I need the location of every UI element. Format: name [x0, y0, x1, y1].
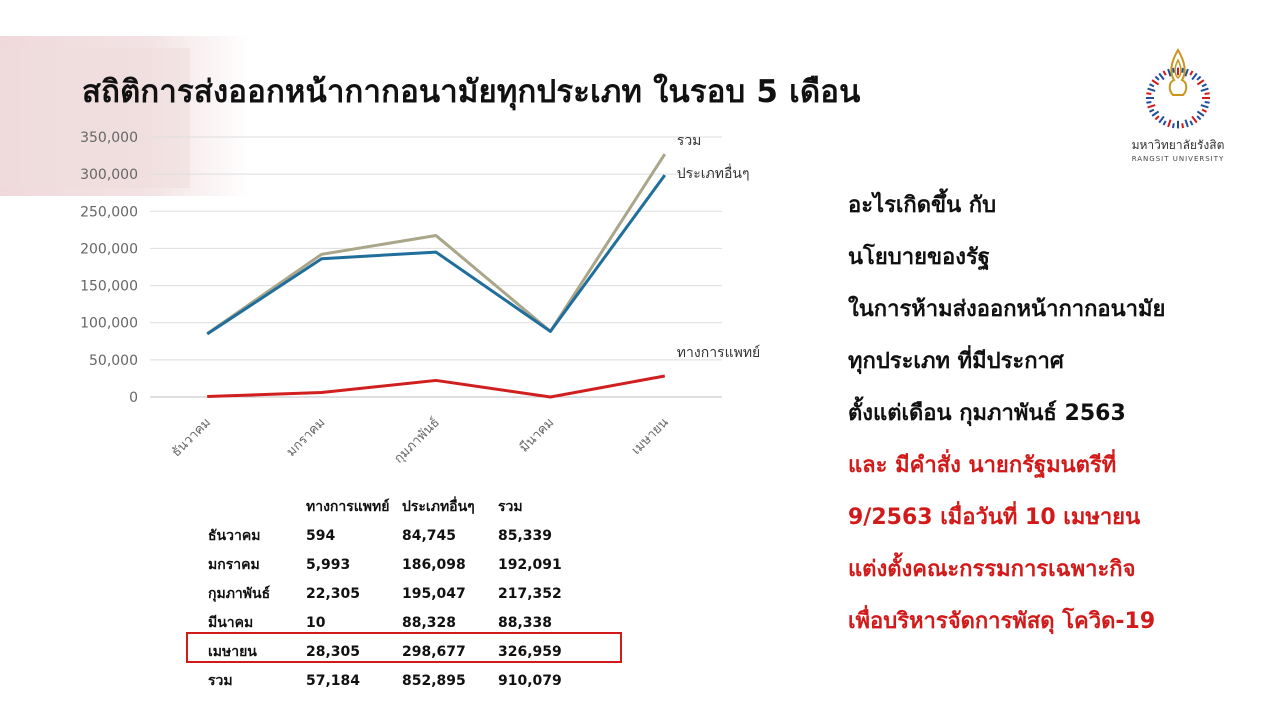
table-cell: 5,993	[306, 556, 351, 573]
table-cell: 84,745	[402, 527, 457, 544]
y-tick-label: 150,000	[80, 279, 138, 295]
table-cell: 28,305	[306, 643, 361, 660]
policy-text-line: ตั้งแต่เดือน กุมภาพันธ์ 2563	[848, 401, 1126, 426]
line-chart: 350,000 300,000 250,000 200,000 150,000 100,0…	[80, 130, 760, 467]
table-cell: 10	[306, 614, 326, 631]
x-tick-label: กุมภาพันธ์	[391, 415, 443, 467]
table-row: เมษายน 28,305 298,677 326,959	[208, 637, 588, 666]
slide-title: สถิติการส่งออกหน้ากากอนามัยทุกประเภท ในร…	[82, 74, 861, 110]
table-cell: 88,338	[498, 614, 553, 631]
policy-text-line: และ มีคำสั่ง นายกรัฐมนตรีที่	[848, 453, 1117, 478]
series-line	[207, 374, 666, 399]
series-line	[206, 153, 667, 335]
table-header-cell: รวม	[498, 498, 523, 515]
policy-text-line: เพื่อบริหารจัดการพัสดุ โควิด-19	[848, 609, 1156, 634]
x-tick-label: มีนาคม	[516, 415, 557, 456]
table-cell: 85,339	[498, 527, 553, 544]
table-header-cell	[208, 492, 306, 521]
y-tick-label: 300,000	[80, 167, 138, 183]
chart-gridlines	[150, 136, 722, 398]
table-cell: 57,184	[306, 672, 361, 689]
table-cell: 852,895	[402, 672, 466, 689]
table-cell: 326,959	[498, 643, 562, 660]
table-cell: มีนาคม	[208, 614, 254, 631]
x-tick-label: มกราคม	[284, 415, 329, 460]
table-row: มีนาคม 10 88,328 88,338	[208, 608, 588, 637]
university-logo: มหาวิทยาลัยรังสิต RANGSIT UNIVERSITY	[1108, 40, 1248, 163]
y-tick-label: 50,000	[89, 353, 138, 369]
table-cell: 88,328	[402, 614, 457, 631]
university-emblem-icon	[1146, 48, 1210, 129]
series-label: รวม	[677, 133, 702, 149]
policy-text-line: ในการห้ามส่งออกหน้ากากอนามัย	[848, 297, 1166, 322]
x-tick-label: เมษายน	[629, 415, 672, 458]
table-cell: เมษายน	[208, 643, 257, 660]
table-row: มกราคม 5,993 186,098 192,091	[208, 550, 588, 579]
x-tick-label: ธันวาคม	[169, 415, 214, 460]
table-row: รวม 57,184 852,895 910,079	[208, 666, 588, 695]
y-tick-label: 100,000	[80, 316, 138, 332]
policy-text-line: นโยบายของรัฐ	[848, 245, 990, 270]
series-label: ทางการแพทย์	[677, 344, 760, 361]
decorative-band-inner	[0, 48, 190, 188]
table-cell: 192,091	[498, 556, 562, 573]
table-cell: 217,352	[498, 585, 562, 602]
table-header-row: ทางการแพทย์ ประเภทอื่นๆ รวม	[208, 492, 588, 521]
april-highlight-box	[186, 632, 622, 663]
table-cell: 298,677	[402, 643, 466, 660]
y-axis-ticks: 350,000 300,000 250,000 200,000 150,000 100,0…	[80, 130, 138, 406]
policy-text-line: อะไรเกิดขึ้น กับ	[848, 193, 997, 218]
policy-text-line: ทุกประเภท ที่มีประกาศ	[848, 349, 1064, 374]
university-name: มหาวิทยาลัยรังสิต	[1131, 138, 1225, 152]
y-tick-label: 250,000	[80, 204, 138, 220]
table-row: ธันวาคม 594 84,745 85,339	[208, 521, 588, 550]
y-tick-label: 0	[129, 390, 138, 406]
table-cell: มกราคม	[208, 556, 260, 573]
export-data-table: ทางการแพทย์ ประเภทอื่นๆ รวม ธันวาคม 594 84…	[208, 492, 588, 695]
y-tick-label: 200,000	[80, 241, 138, 257]
university-name-en: RANGSIT UNIVERSITY	[1131, 155, 1225, 163]
policy-text-line: 9/2563 เมื่อวันที่ 10 เมษายน	[848, 505, 1141, 530]
table-cell: 22,305	[306, 585, 361, 602]
x-axis-ticks: ธันวาคม มกราคม กุมภาพันธ์ มีนาคม เมษายน	[169, 415, 672, 467]
policy-text-line: แต่งตั้งคณะกรรมการเฉพาะกิจ	[848, 557, 1136, 582]
table-cell: รวม	[208, 672, 233, 689]
table-header-cell: ประเภทอื่นๆ	[402, 498, 475, 515]
table-cell: 910,079	[498, 672, 562, 689]
table-cell: 186,098	[402, 556, 466, 573]
table-header-cell: ทางการแพทย์	[306, 498, 390, 515]
table-cell: กุมภาพันธ์	[208, 585, 271, 602]
table-row: กุมภาพันธ์ 22,305 195,047 217,352	[208, 579, 588, 608]
chart-series	[206, 153, 667, 399]
series-line	[206, 174, 667, 336]
y-tick-label: 350,000	[80, 130, 138, 146]
policy-text-block: อะไรเกิดขึ้น กับนโยบายของรัฐในการห้ามส่ง…	[848, 180, 1268, 648]
series-label: ประเภทอื่นๆ	[677, 164, 750, 182]
table-cell: 195,047	[402, 585, 466, 602]
table-cell: 594	[306, 527, 336, 544]
table-cell: ธันวาคม	[208, 527, 261, 544]
